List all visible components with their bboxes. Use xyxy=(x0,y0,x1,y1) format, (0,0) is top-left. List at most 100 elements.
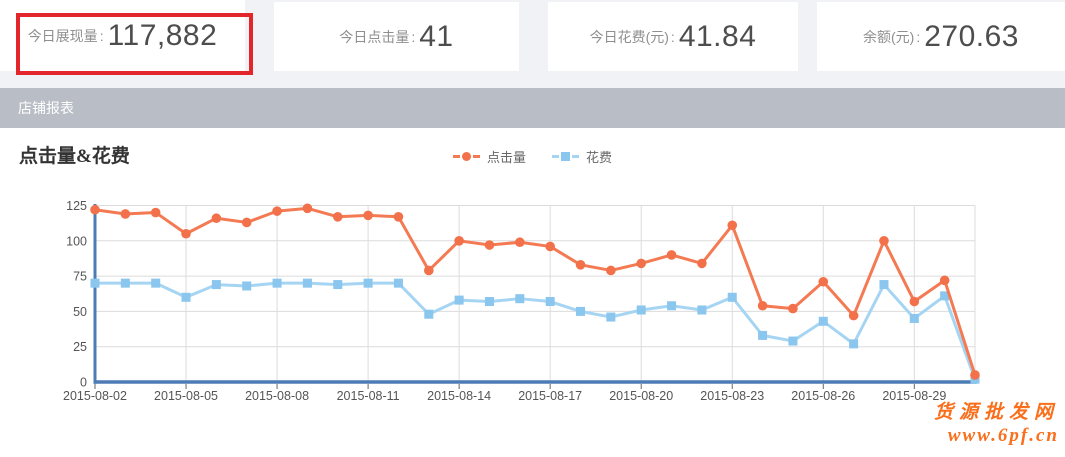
stat-card-clicks: 今日点击量 : 41 xyxy=(274,2,519,71)
cost-point[interactable] xyxy=(393,278,403,288)
chart-section: 点击量&花费 点击量 花费 2015-08-02 2015-08-05 2015-0… xyxy=(0,128,1065,457)
x-axis-label: 2015-08-02 xyxy=(63,389,127,403)
cost-point[interactable] xyxy=(606,312,616,322)
chart-legend: 点击量 花费 xyxy=(0,147,1065,166)
cost-point[interactable] xyxy=(818,316,828,326)
y-axis-label: 0 xyxy=(80,376,87,390)
cost-point[interactable] xyxy=(302,278,312,288)
cost-point[interactable] xyxy=(545,297,555,307)
clicks-point[interactable] xyxy=(515,237,525,248)
clicks-point[interactable] xyxy=(575,260,586,270)
x-axis-label: 2015-08-26 xyxy=(791,389,855,403)
clicks-point[interactable] xyxy=(697,258,707,269)
clicks-point[interactable] xyxy=(909,296,920,307)
clicks-point[interactable] xyxy=(454,236,464,246)
clicks-point[interactable] xyxy=(332,211,343,222)
y-axis-label: 100 xyxy=(66,234,87,248)
stat-card-impressions: 今日展现量 : 117,882 xyxy=(0,0,245,71)
cost-point[interactable] xyxy=(333,280,343,290)
legend-item-cost[interactable]: 花费 xyxy=(552,147,612,166)
cost-point[interactable] xyxy=(242,281,252,291)
impressions-label: 今日展现量 xyxy=(27,27,98,44)
clicks-point[interactable] xyxy=(120,209,131,219)
cost-point[interactable] xyxy=(454,295,464,305)
cost-point[interactable] xyxy=(272,278,282,288)
cost-point[interactable] xyxy=(363,278,373,288)
x-axis-label: 2015-08-20 xyxy=(609,389,673,403)
clicks-point[interactable] xyxy=(666,250,677,260)
x-axis-label: 2015-08-29 xyxy=(882,389,946,403)
impressions-separator: : xyxy=(99,27,104,44)
legend-item-clicks[interactable]: 点击量 xyxy=(452,147,526,166)
clicks-point[interactable] xyxy=(606,265,616,276)
cost-point[interactable] xyxy=(484,297,494,307)
cost-point[interactable] xyxy=(211,280,221,290)
cost-label: 今日花费(元) xyxy=(589,28,669,45)
clicks-point[interactable] xyxy=(727,220,738,231)
clicks-separator: : xyxy=(411,28,416,45)
cost-point[interactable] xyxy=(758,330,768,340)
cost-point[interactable] xyxy=(515,294,525,304)
cost-point[interactable] xyxy=(909,313,919,323)
clicks-point[interactable] xyxy=(272,206,282,216)
x-axis-label: 2015-08-14 xyxy=(427,389,491,403)
clicks-point[interactable] xyxy=(393,211,404,222)
clicks-point[interactable] xyxy=(484,240,495,250)
clicks-line xyxy=(93,206,977,377)
cost-point[interactable] xyxy=(667,301,677,311)
cost-point[interactable] xyxy=(424,309,434,319)
balance-label: 余额(元) xyxy=(863,28,915,45)
cost-separator: : xyxy=(670,28,675,45)
clicks-point[interactable] xyxy=(545,241,555,252)
cost-point[interactable] xyxy=(879,280,889,290)
clicks-cost-chart: 2015-08-02 2015-08-05 2015-08-08 2015-08-11… xyxy=(63,199,980,403)
cost-point[interactable] xyxy=(120,278,130,288)
cost-point[interactable] xyxy=(849,339,859,349)
clicks-label: 今日点击量 xyxy=(339,28,410,45)
cost-point[interactable] xyxy=(940,291,950,301)
cost-point[interactable] xyxy=(636,305,646,315)
clicks-point[interactable] xyxy=(423,265,434,276)
cost-point[interactable] xyxy=(727,292,737,302)
clicks-point[interactable] xyxy=(363,210,373,221)
panel-title: 店铺报表 xyxy=(18,100,74,116)
cost-point[interactable] xyxy=(697,305,707,315)
watermark-url: www.6pf.cn xyxy=(947,425,1059,446)
clicks-point[interactable] xyxy=(90,204,100,215)
y-axis-label: 25 xyxy=(73,340,87,354)
cost-point[interactable] xyxy=(151,278,161,288)
clicks-point[interactable] xyxy=(241,217,252,228)
cost-line xyxy=(93,281,977,381)
clicks-point[interactable] xyxy=(970,370,980,380)
clicks-point[interactable] xyxy=(302,203,313,214)
x-axis-label: 2015-08-23 xyxy=(700,389,764,403)
cost-point[interactable] xyxy=(181,292,191,302)
x-axis-label: 2015-08-08 xyxy=(245,389,309,403)
clicks-point[interactable] xyxy=(788,303,798,314)
cost-value: 41.84 xyxy=(678,19,757,53)
clicks-point[interactable] xyxy=(181,228,191,239)
balance-value: 270.63 xyxy=(924,19,1019,53)
stat-card-balance: 余额(元) : 270.63 xyxy=(817,2,1065,71)
clicks-point[interactable] xyxy=(818,276,829,287)
clicks-point[interactable] xyxy=(150,207,161,218)
legend-label-clicks: 点击量 xyxy=(486,150,526,165)
cost-point[interactable] xyxy=(576,306,586,316)
clicks-point[interactable] xyxy=(879,236,889,246)
watermark: 货源批发网 www.6pf.cn xyxy=(934,401,1059,447)
clicks-point[interactable] xyxy=(636,258,647,269)
chart-title: 点击量&花费 xyxy=(19,146,130,167)
y-axis-label: 75 xyxy=(73,270,87,284)
cost-point[interactable] xyxy=(90,278,100,288)
clicks-point[interactable] xyxy=(848,310,859,321)
clicks-point[interactable] xyxy=(939,275,950,286)
cost-line-marker-icon xyxy=(552,152,579,161)
stats-strip: 今日展现量 : 117,882 今日点击量 : 41 今日花费(元) : 41.… xyxy=(0,0,1065,88)
x-axis-label: 2015-08-17 xyxy=(518,389,582,403)
impressions-value: 117,882 xyxy=(107,18,218,52)
y-axis-label: 125 xyxy=(66,199,87,213)
clicks-point[interactable] xyxy=(211,213,222,224)
cost-point[interactable] xyxy=(788,336,798,346)
clicks-point[interactable] xyxy=(757,300,768,311)
stat-card-cost: 今日花费(元) : 41.84 xyxy=(548,2,798,71)
